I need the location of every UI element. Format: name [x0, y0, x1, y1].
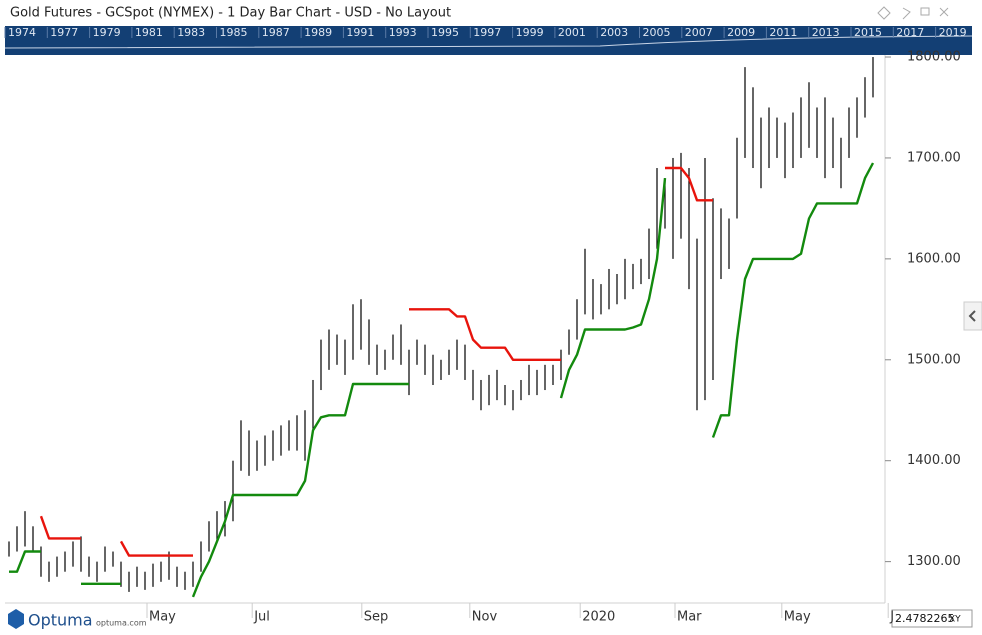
- x-tick-label: Jul: [253, 610, 270, 625]
- navigator-history: [4, 35, 973, 49]
- y-tick-label: 1400.00: [907, 453, 961, 468]
- pin-button[interactable]: [902, 7, 911, 20]
- navigator[interactable]: [5, 26, 972, 55]
- chart-title: Gold Futures - GCSpot (NYMEX) - 1 Day Ba…: [10, 6, 451, 21]
- navigator-year: 1999: [516, 26, 544, 39]
- navigator-year: 1977: [50, 26, 78, 39]
- navigator-year: 1981: [135, 26, 163, 39]
- trailing-stop: [39, 166, 713, 557]
- y-tick-label: 1300.00: [907, 554, 961, 569]
- y-tick-label: 1500.00: [907, 352, 961, 367]
- navigator-year: 2009: [727, 26, 755, 39]
- cursor-box[interactable]: [891, 609, 973, 628]
- x-tick-label: 2020: [582, 610, 615, 625]
- optuma-logo: [8, 609, 24, 629]
- navigator-year: 1993: [389, 26, 417, 39]
- navigator-year: 2013: [812, 26, 840, 39]
- x-tick-label: Nov: [472, 610, 498, 625]
- navigator-year: 2001: [558, 26, 586, 39]
- navigator-year: 2011: [769, 26, 797, 39]
- x-tick-label: J: [889, 610, 894, 625]
- restore-button[interactable]: [920, 7, 930, 16]
- navigator-year: 2005: [643, 26, 671, 39]
- navigator-year: 2007: [685, 26, 713, 39]
- navigator-year: 2003: [600, 26, 628, 39]
- navigator-year: 1989: [304, 26, 332, 39]
- x-tick-label: Sep: [364, 610, 389, 625]
- navigator-year: 2017: [896, 26, 924, 39]
- diamond-button[interactable]: [877, 6, 891, 20]
- side-tab[interactable]: [963, 301, 982, 331]
- x-tick-label: May: [149, 610, 176, 625]
- y-tick-label: 1700.00: [907, 150, 961, 165]
- site: optuma.com: [96, 619, 147, 628]
- navigator-year: 1979: [93, 26, 121, 39]
- navigator-year: 2019: [939, 26, 967, 39]
- y-tick-label: 1800.00: [907, 50, 961, 65]
- window-buttons[interactable]: [877, 6, 949, 20]
- side-tab-arrow[interactable]: [968, 310, 976, 322]
- mode-button[interactable]: XY: [949, 615, 961, 625]
- cursor-value: 2.4782265: [895, 612, 955, 625]
- navigator-year: 1995: [431, 26, 459, 39]
- navigator-year: 1974: [8, 26, 36, 39]
- navigator-year: 1997: [473, 26, 501, 39]
- navigator-year: 1991: [346, 26, 374, 39]
- trailing-stop: [9, 162, 875, 598]
- footer: [0, 603, 982, 635]
- close-button[interactable]: [939, 7, 949, 17]
- navigator-year: 2015: [854, 26, 882, 39]
- x-tick-label: May: [784, 610, 811, 625]
- navigator-year: 1983: [177, 26, 205, 39]
- axes: 1300.00 1400.00 1500.00 1600.00 1700.00 1800.…: [146, 50, 961, 625]
- navigator-year: 1985: [220, 26, 248, 39]
- x-tick-label: Mar: [677, 610, 702, 625]
- navigator-years: 1974 1977 1979 1981 1983 1985 1987 1989 1991 1993…: [4, 26, 967, 39]
- y-tick-label: 1600.00: [907, 251, 961, 266]
- brand: Optuma: [28, 611, 93, 630]
- navigator-year: 1987: [262, 26, 290, 39]
- plot: [8, 57, 875, 598]
